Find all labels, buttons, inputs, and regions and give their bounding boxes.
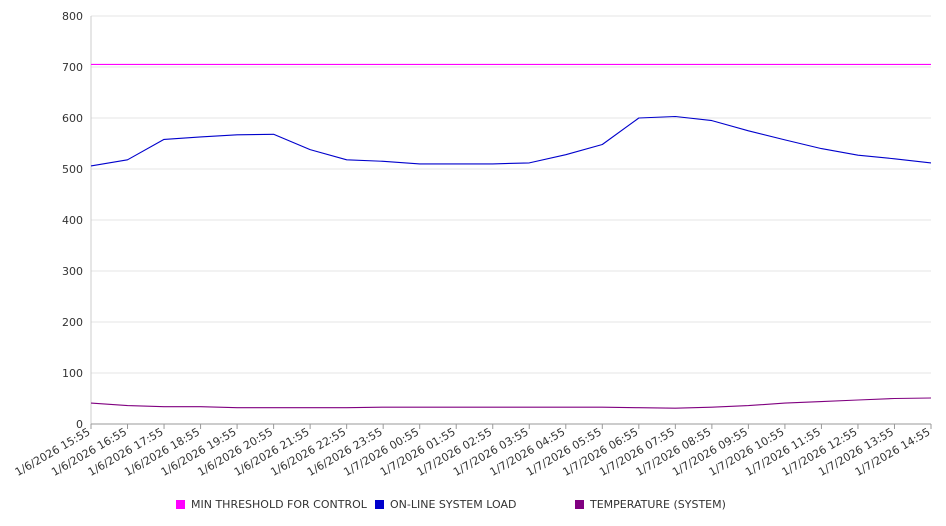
series-line-1	[90, 115, 932, 167]
y-tick-label-600: 600	[62, 112, 83, 125]
y-tick-label-300: 300	[62, 265, 83, 278]
legend-swatch-min-threshold	[176, 500, 185, 509]
series-line-2	[90, 397, 932, 409]
legend-label-system-load: ON-LINE SYSTEM LOAD	[390, 498, 517, 511]
legend: MIN THRESHOLD FOR CONTROL ON-LINE SYSTEM…	[0, 498, 946, 514]
legend-label-temperature: TEMPERATURE (SYSTEM)	[590, 498, 726, 511]
axes	[90, 16, 932, 429]
series-lines	[90, 63, 932, 409]
grid-lines	[91, 15, 931, 374]
y-tick-label-200: 200	[62, 316, 83, 329]
legend-swatch-system-load	[375, 500, 384, 509]
chart-canvas: 0 100 200 300 400 500 600 700 800 1/6/2026 15:55…	[13, 10, 933, 479]
y-tick-label-700: 700	[62, 61, 83, 74]
legend-item-temperature: TEMPERATURE (SYSTEM)	[575, 498, 726, 511]
y-tick-label-800: 800	[62, 10, 83, 23]
y-axis-tick-labels: 0 100 200 300 400 500 600 700 800	[62, 10, 83, 431]
legend-swatch-temperature	[575, 500, 584, 509]
y-tick-label-400: 400	[62, 214, 83, 227]
legend-item-system-load: ON-LINE SYSTEM LOAD	[375, 498, 516, 511]
y-tick-label-100: 100	[62, 367, 83, 380]
y-tick-label-500: 500	[62, 163, 83, 176]
y-tick-label-0: 0	[76, 418, 83, 431]
x-axis-tick-labels: 1/6/2026 15:551/6/2026 16:551/6/2026 17:…	[13, 425, 933, 479]
legend-item-min-threshold: MIN THRESHOLD FOR CONTROL	[176, 498, 367, 511]
legend-label-min-threshold: MIN THRESHOLD FOR CONTROL	[191, 498, 367, 511]
